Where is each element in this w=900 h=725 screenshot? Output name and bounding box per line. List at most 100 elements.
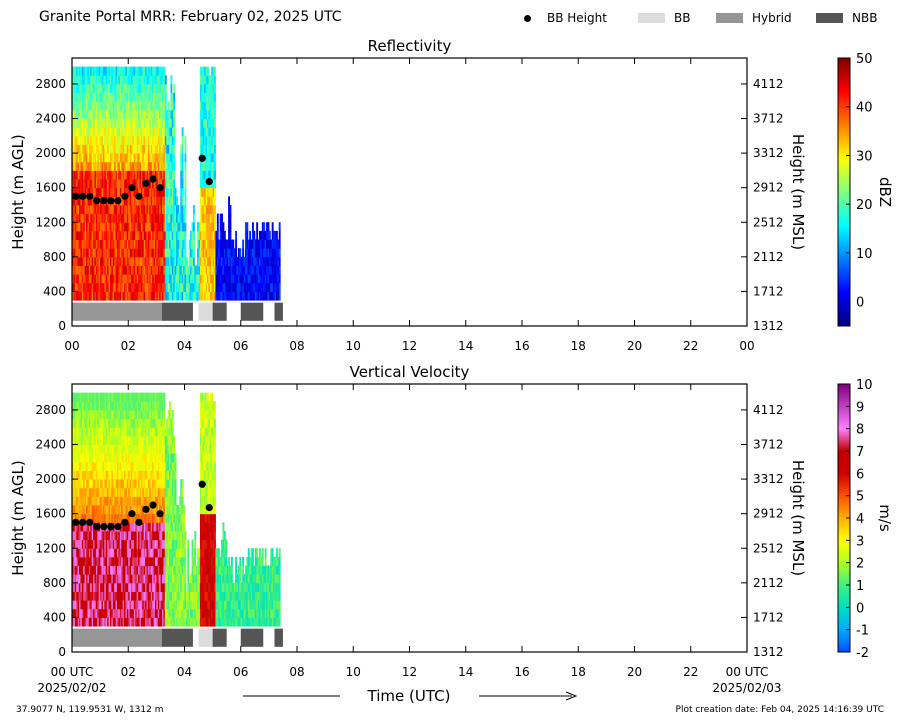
x-tick-label: 22 — [683, 339, 698, 353]
bb-class-bar — [274, 628, 283, 647]
y-tick-label: 1200 — [35, 215, 66, 229]
y2-tick-label: 2512 — [753, 541, 784, 555]
bb-height-point — [205, 504, 213, 512]
bb-height-point — [149, 501, 157, 509]
hybrid-swatch-icon — [716, 13, 743, 23]
bb-height-points — [72, 154, 213, 205]
y2-tick-label: 1312 — [753, 319, 784, 333]
bb-height-point — [72, 192, 80, 200]
bb-height-dot-icon — [524, 14, 531, 22]
y2-axis-label: Height (m MSL) — [789, 134, 807, 250]
y2-tick-label: 3312 — [753, 146, 784, 160]
bb-height-point — [121, 518, 129, 526]
panel-title: Vertical Velocity — [350, 363, 470, 381]
heatmap-field — [72, 392, 281, 627]
colorbar-tick-label: 50 — [856, 52, 873, 67]
y-tick-label: 0 — [58, 319, 66, 333]
heatmap-field — [72, 66, 281, 301]
colorbar-label: m/s — [876, 504, 894, 532]
bb-class-bar — [72, 628, 162, 647]
x-tick-label: 06 — [233, 339, 248, 353]
legend-hybrid: Hybrid — [716, 11, 792, 25]
bb-height-point — [135, 192, 143, 200]
panel-title: Reflectivity — [368, 37, 452, 55]
bb-height-point — [198, 480, 206, 488]
plot-title: Granite Portal MRR: February 02, 2025 UT… — [39, 9, 342, 25]
bb-height-point — [156, 184, 164, 192]
arrow-head-icon — [565, 691, 578, 701]
y2-tick-label: 4112 — [753, 77, 784, 91]
x-tick-label: 18 — [571, 665, 586, 679]
colorbar-tick-label: 8 — [856, 423, 864, 438]
bb-height-point — [86, 192, 94, 200]
legend-bb: BB — [638, 11, 690, 25]
bb-class-bar — [240, 302, 264, 321]
x-axis-label: Time (UTC) — [367, 687, 451, 705]
x-tick-label: 04 — [177, 665, 192, 679]
x-tick-label: 00 — [64, 339, 79, 353]
colorbar-tick-label: 40 — [856, 101, 873, 116]
x-tick-label: 18 — [571, 339, 586, 353]
x-tick-label: 02 — [121, 339, 136, 353]
colorbar-tick-label: 1 — [856, 579, 864, 594]
bb-height-points — [72, 480, 213, 531]
y2-tick-label: 2912 — [753, 507, 784, 521]
bb-height-point — [149, 175, 157, 183]
y-tick-label: 2400 — [35, 112, 66, 126]
start-date-label: 2025/02/02 — [37, 681, 106, 695]
y-tick-label: 2000 — [35, 146, 66, 160]
station-coordinates: 37.9077 N, 119.9531 W, 1312 m — [16, 705, 164, 715]
bright-band-bars — [72, 302, 283, 321]
y-tick-label: 1600 — [35, 181, 66, 195]
bb-class-bar — [162, 302, 193, 321]
x-tick-label: 14 — [458, 339, 473, 353]
plot-creation-date: Plot creation date: Feb 04, 2025 14:16:3… — [675, 705, 884, 715]
y2-tick-label: 1712 — [753, 610, 784, 624]
colorbar-tick-label: -1 — [856, 624, 869, 639]
x-tick-label: 00 UTC — [726, 665, 769, 679]
y-axis-label: Height (m AGL) — [9, 460, 27, 575]
bb-class-bar — [198, 628, 213, 647]
y-tick-label: 400 — [43, 610, 66, 624]
y2-tick-label: 3312 — [753, 472, 784, 486]
y2-axis-label: Height (m MSL) — [789, 460, 807, 576]
colorbar-label: dBZ — [876, 177, 894, 207]
legend-label: NBB — [852, 11, 878, 25]
y2-tick-label: 2112 — [753, 576, 784, 590]
bb-height-point — [100, 523, 108, 531]
bb-height-point — [205, 178, 213, 186]
bb-class-bar — [198, 302, 213, 321]
panel-reflectivity — [71, 57, 851, 327]
legend-label: BB — [674, 11, 691, 25]
x-tick-label: 22 — [683, 665, 698, 679]
bb-height-point — [121, 192, 129, 200]
bb-class-bar — [274, 302, 283, 321]
bb-height-point — [107, 197, 115, 205]
end-date-label: 2025/02/03 — [712, 681, 781, 695]
x-tick-label: 00 — [739, 339, 754, 353]
y-tick-label: 2800 — [35, 403, 66, 417]
colorbar-tick-label: 10 — [856, 247, 873, 262]
y2-tick-label: 2112 — [753, 250, 784, 264]
bb-height-point — [79, 192, 87, 200]
legend-label: BB Height — [547, 11, 607, 25]
x-tick-label: 16 — [514, 665, 529, 679]
bb-height-point — [86, 518, 94, 526]
colorbar-tick-label: 0 — [856, 601, 864, 616]
bb-class-bar — [212, 302, 227, 321]
x-tick-label: 12 — [402, 339, 417, 353]
x-tick-label: 02 — [121, 665, 136, 679]
legend-label: Hybrid — [752, 11, 792, 25]
y-tick-label: 800 — [43, 250, 66, 264]
y2-tick-label: 3712 — [753, 438, 784, 452]
colorbar-tick-label: 20 — [856, 198, 873, 213]
colorbar-tick-label: 2 — [856, 557, 864, 572]
bb-height-point — [100, 197, 108, 205]
colorbar-tick-label: 0 — [856, 296, 864, 311]
x-tick-label: 10 — [346, 665, 361, 679]
colorbar-tick-label: 10 — [856, 378, 873, 393]
y-tick-label: 1600 — [35, 507, 66, 521]
bb-height-point — [128, 184, 136, 192]
y2-tick-label: 1312 — [753, 645, 784, 659]
bb-swatch-icon — [638, 13, 665, 23]
